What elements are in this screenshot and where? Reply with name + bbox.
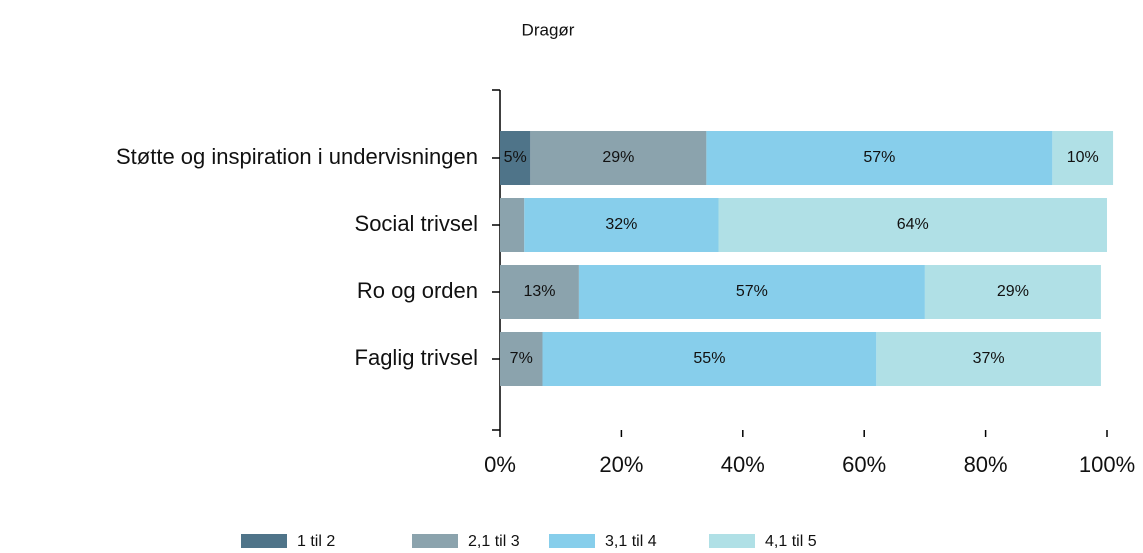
data-label: 55%	[693, 350, 725, 367]
bar-segment	[706, 131, 1053, 185]
x-tick-label: 100%	[1079, 452, 1135, 477]
bar-segment	[500, 265, 579, 319]
chart-title: Dragør	[522, 20, 575, 39]
data-label: 5%	[504, 149, 527, 166]
y-tick-label: Støtte og inspiration i undervisningen	[116, 144, 478, 169]
data-label: 57%	[736, 283, 768, 300]
bar-segment	[718, 198, 1107, 252]
x-tick-label: 80%	[964, 452, 1008, 477]
legend-label: 1 til 2	[297, 533, 335, 550]
bar-segment	[1052, 131, 1114, 185]
data-label: 7%	[510, 350, 533, 367]
legend-swatch	[412, 534, 458, 548]
y-tick-label: Faglig trivsel	[355, 345, 478, 370]
data-label: 32%	[605, 216, 637, 233]
bar-segment	[500, 131, 531, 185]
data-label: 29%	[997, 283, 1029, 300]
legend-label: 3,1 til 4	[605, 533, 657, 550]
legend-swatch	[241, 534, 287, 548]
bar-segment	[542, 332, 877, 386]
y-tick-label: Social trivsel	[355, 211, 478, 236]
bar-segment	[524, 198, 719, 252]
data-label: 64%	[897, 216, 929, 233]
data-label: 37%	[973, 350, 1005, 367]
legend-swatch	[549, 534, 595, 548]
legend-label: 4,1 til 5	[765, 533, 817, 550]
bar-segment	[500, 198, 525, 252]
legend-label: 2,1 til 3	[468, 533, 520, 550]
bar-segment	[530, 131, 707, 185]
data-label: 13%	[523, 283, 555, 300]
x-tick-label: 60%	[842, 452, 886, 477]
x-tick-label: 0%	[484, 452, 516, 477]
data-label: 57%	[863, 149, 895, 166]
x-tick-label: 20%	[599, 452, 643, 477]
data-label: 29%	[602, 149, 634, 166]
legend-swatch	[709, 534, 755, 548]
bar-segment	[924, 265, 1101, 319]
y-tick-label: Ro og orden	[357, 278, 478, 303]
bar-segment	[500, 332, 543, 386]
bar-segment	[876, 332, 1101, 386]
x-tick-label: 40%	[721, 452, 765, 477]
data-label: 10%	[1067, 149, 1099, 166]
bar-segment	[578, 265, 925, 319]
